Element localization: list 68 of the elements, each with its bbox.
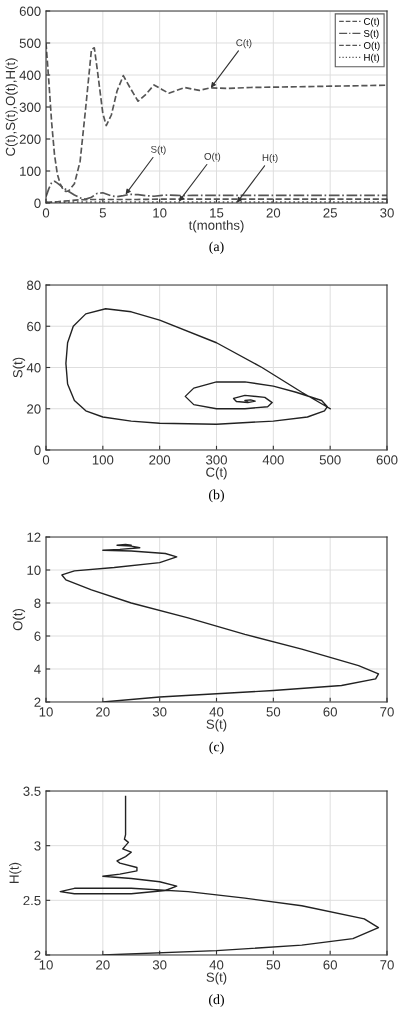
x-tick-label: 0 — [42, 208, 50, 218]
x-tick-label: 40 — [209, 960, 224, 970]
x-tick-label: 50 — [266, 960, 281, 970]
y-tick-label: 4 — [34, 664, 41, 674]
x-tick-label: 400 — [262, 455, 284, 465]
legend-label: O(t) — [363, 41, 380, 51]
x-tick-label: 5 — [99, 208, 106, 218]
x-tick-label: 60 — [323, 960, 337, 970]
text: (a) — [209, 241, 224, 254]
legend-label: C(t) — [363, 17, 380, 27]
y-tick-label: 3.5 — [23, 786, 41, 796]
x-axis-title: S(t) — [206, 972, 227, 985]
y-tick-label: 2 — [34, 697, 41, 707]
y-tick-label: 8 — [34, 598, 41, 608]
y-tick-label: 100 — [20, 166, 41, 176]
annotation: C(t) — [236, 39, 252, 49]
x-tick-label: 30 — [380, 208, 394, 218]
x-tick-label: 20 — [266, 208, 281, 218]
x-tick-label: 300 — [206, 455, 227, 465]
x-tick-label: 50 — [266, 707, 281, 717]
x-tick-label: 600 — [376, 455, 398, 465]
y-tick-label: 20 — [27, 404, 41, 414]
x-axis-title: C(t) — [206, 467, 227, 480]
annotation: O(t) — [204, 152, 221, 162]
y-tick-label: 2.5 — [23, 895, 41, 906]
x-tick-label: 60 — [323, 707, 337, 717]
y-axis-title: S(t) — [12, 357, 26, 378]
x-tick-label: 15 — [210, 208, 224, 218]
x-tick-label: 10 — [153, 208, 167, 218]
x-tick-label: 30 — [152, 707, 167, 717]
annotation: H(t) — [262, 153, 278, 164]
x-tick-label: 0 — [42, 455, 50, 465]
text: (d) — [209, 994, 224, 1007]
y-tick-label: 300 — [19, 102, 41, 112]
y-axis-title: C(t),S(t),O(t),H(t) — [5, 58, 18, 156]
legend-label: H(t) — [364, 53, 380, 63]
y-tick-label: 80 — [27, 280, 41, 290]
y-tick-label: 3 — [34, 841, 41, 851]
y-tick-label: 400 — [19, 70, 41, 80]
x-tick-label: 40 — [209, 707, 224, 717]
x-tick-label: 20 — [96, 960, 110, 970]
x-tick-label: 500 — [319, 455, 341, 465]
y-tick-label: 600 — [19, 6, 41, 16]
y-tick-label: 200 — [19, 134, 41, 144]
text: (b) — [209, 489, 224, 503]
x-tick-label: 100 — [92, 455, 114, 465]
y-tick-label: 10 — [27, 565, 41, 575]
y-tick-label: 2 — [34, 950, 41, 960]
y-tick-label: 0 — [34, 198, 41, 208]
y-axis-title: H(t) — [9, 862, 22, 883]
x-tick-label: 30 — [152, 960, 167, 970]
x-axis-title: t(months) — [188, 220, 244, 233]
y-tick-label: 40 — [26, 363, 41, 373]
x-tick-label: 70 — [380, 960, 394, 970]
y-tick-label: 60 — [27, 321, 41, 332]
x-tick-label: 70 — [380, 707, 394, 717]
legend-label: S(t) — [363, 29, 379, 39]
y-tick-label: 500 — [19, 38, 41, 48]
x-tick-label: 25 — [323, 208, 337, 218]
x-axis-title: S(t) — [206, 719, 227, 732]
y-axis-title: O(t) — [12, 608, 26, 631]
annotation: S(t) — [151, 145, 166, 155]
text: (c) — [209, 741, 224, 755]
x-tick-label: 200 — [149, 455, 171, 465]
x-tick-label: 20 — [96, 707, 110, 717]
y-tick-label: 6 — [34, 631, 41, 641]
y-tick-label: 12 — [27, 532, 41, 542]
y-tick-label: 0 — [34, 445, 41, 455]
